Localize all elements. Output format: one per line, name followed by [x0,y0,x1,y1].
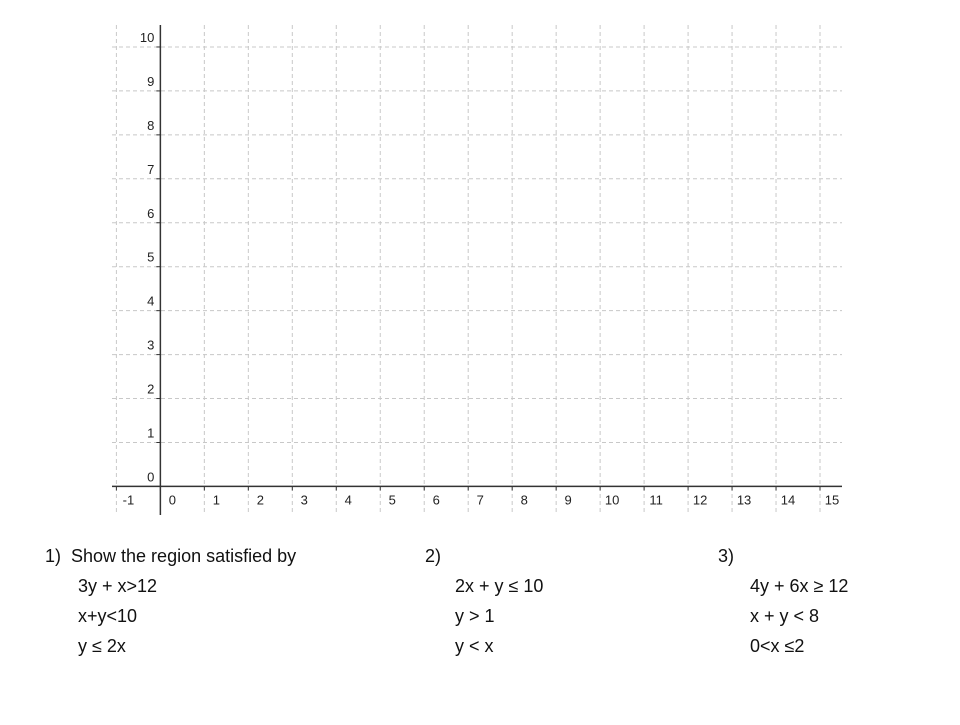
x-tick-label: 6 [433,492,440,507]
inequality: x+y<10 [78,606,137,626]
x-tick-label: 1 [213,492,220,507]
x-tick-label: 5 [389,492,396,507]
question-label: 3) [718,546,734,566]
y-tick-label: 9 [147,74,154,89]
x-tick-label: 8 [521,492,528,507]
x-tick-label: 2 [257,492,264,507]
question-label: 1) Show the region satisfied by [45,546,296,566]
x-tick-label: 10 [605,492,619,507]
inequality: 0<x ≤2 [750,636,804,656]
x-tick-label: 12 [693,492,707,507]
inequality: y ≤ 2x [78,636,126,656]
inequality: 2x + y ≤ 10 [455,576,543,596]
y-tick-label: 3 [147,338,154,353]
y-tick-label: 10 [140,30,154,45]
x-tick-label: 9 [565,492,572,507]
y-tick-label: 1 [147,425,154,440]
inequality: 3y + x>12 [78,576,157,596]
y-tick-label: 2 [147,382,154,397]
inequality: y > 1 [455,606,495,626]
y-tick-label: 6 [147,206,154,221]
x-tick-label: 7 [477,492,484,507]
y-tick-label: 7 [147,162,154,177]
x-tick-label: 0 [169,492,176,507]
inequality: 4y + 6x ≥ 12 [750,576,848,596]
y-tick-label: 4 [147,294,154,309]
inequality: y < x [455,636,494,656]
x-tick-label: -1 [123,492,135,507]
x-tick-label: 11 [649,492,663,507]
x-tick-label: 3 [301,492,308,507]
x-tick-label: 15 [825,492,839,507]
x-tick-label: 14 [781,492,795,507]
y-tick-label: 0 [147,469,154,484]
y-tick-label: 8 [147,118,154,133]
question-label: 2) [425,546,441,566]
x-tick-label: 13 [737,492,751,507]
y-tick-label: 5 [147,250,154,265]
inequality: x + y < 8 [750,606,819,626]
x-tick-label: 4 [345,492,352,507]
